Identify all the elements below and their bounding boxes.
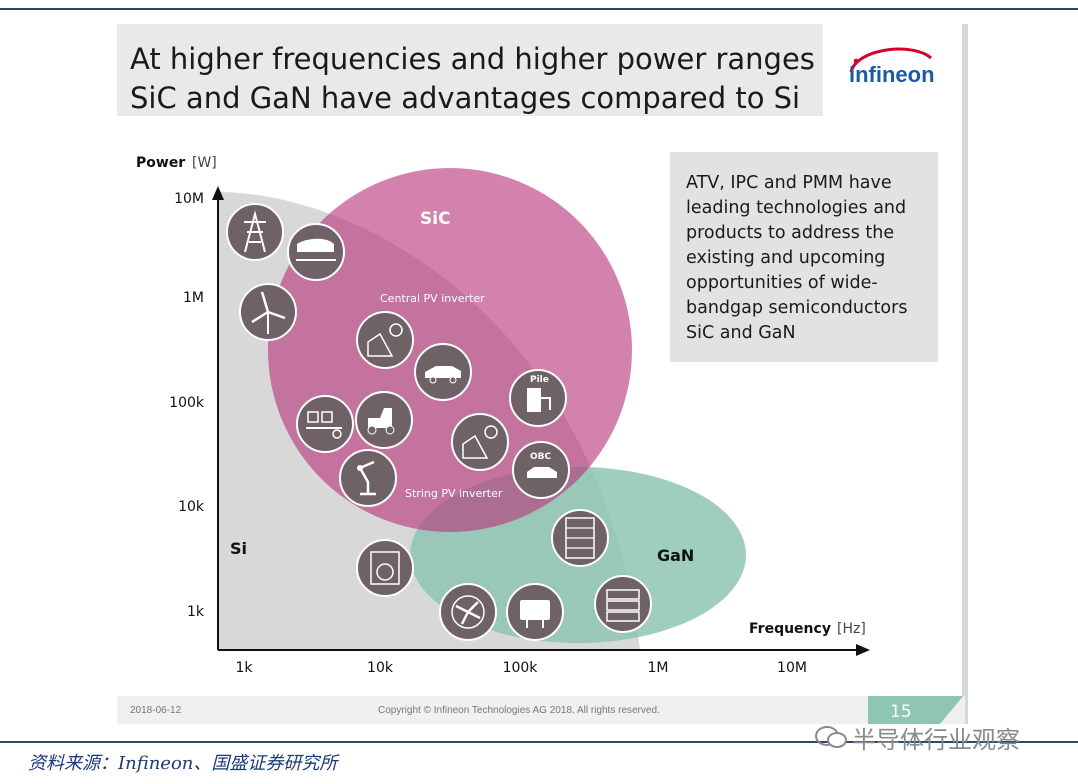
wind-turbine-icon [239,283,297,341]
footer-copyright: Copyright © Infineon Technologies AG 201… [378,705,660,716]
power-adapter-icon [506,583,564,641]
wechat-icon [815,726,847,748]
washing-machine-icon [356,539,414,597]
top-rule [0,8,1078,10]
title-line-1: At higher frequencies and higher power r… [130,42,815,76]
infineon-logo: infineon [849,47,935,87]
watermark-text: 半导体行业观察 [852,727,1020,754]
page-number-badge: 15 [868,696,965,724]
title-line-2: SiC and GaN have advantages compared to … [130,81,801,115]
sic-label: SiC [420,209,451,229]
page-number: 15 [890,702,912,722]
y-tick: 1M [183,290,204,306]
charging-pile-icon: Pile [509,369,567,427]
solar-panel-icon [451,413,509,471]
y-axis-label: Power [136,155,185,171]
robot-arm-icon [339,449,397,507]
footer-date: 2018-06-12 [130,705,182,716]
power-tower-icon [226,203,284,261]
title-band [117,24,823,116]
info-text: ATV, IPC and PMM have leading technologi… [686,173,908,343]
train-icon [287,223,345,281]
x-tick: 100k [503,660,539,676]
info-box [670,152,938,362]
electric-car-icon [414,343,472,401]
obc-label: OBC [530,452,552,462]
slide-footer [117,696,965,724]
y-axis-arrow [212,186,224,200]
fan-icon [439,583,497,641]
source-note: 资料来源：Infineon、国盛证券研究所 [28,753,338,774]
solar-panel-icon [356,311,414,369]
y-tick: 10M [174,191,204,207]
string-pv-label: String PV inverter [405,487,503,500]
central-pv-label: Central PV inverter [380,292,485,305]
bottom-rule [0,741,1078,743]
gan-label: GaN [657,546,694,565]
wheel-loader-icon [355,391,413,449]
x-axis-arrow [856,644,870,656]
y-tick: 1k [187,604,205,620]
pile-label: Pile [530,375,549,385]
server-rack-icon [551,509,609,567]
y-tick: 100k [169,395,205,411]
x-tick: 1M [648,660,669,676]
si-label: Si [230,539,247,558]
conveyor-icon [296,395,354,453]
x-axis-label: Frequency [749,621,831,637]
x-axis-unit: [Hz] [837,621,866,637]
x-tick: 10k [367,660,394,676]
y-axis-unit: [W] [192,155,217,171]
slide-title: At higher frequencies and higher power r… [130,40,830,118]
x-tick: 10M [777,660,807,676]
slide-shadow [962,24,968,724]
x-tick: 1k [235,660,253,676]
server-unit-icon [594,575,652,633]
onboard-charger-icon: OBC [512,441,570,499]
y-tick: 10k [178,499,205,515]
logo-text: infineon [849,62,935,87]
